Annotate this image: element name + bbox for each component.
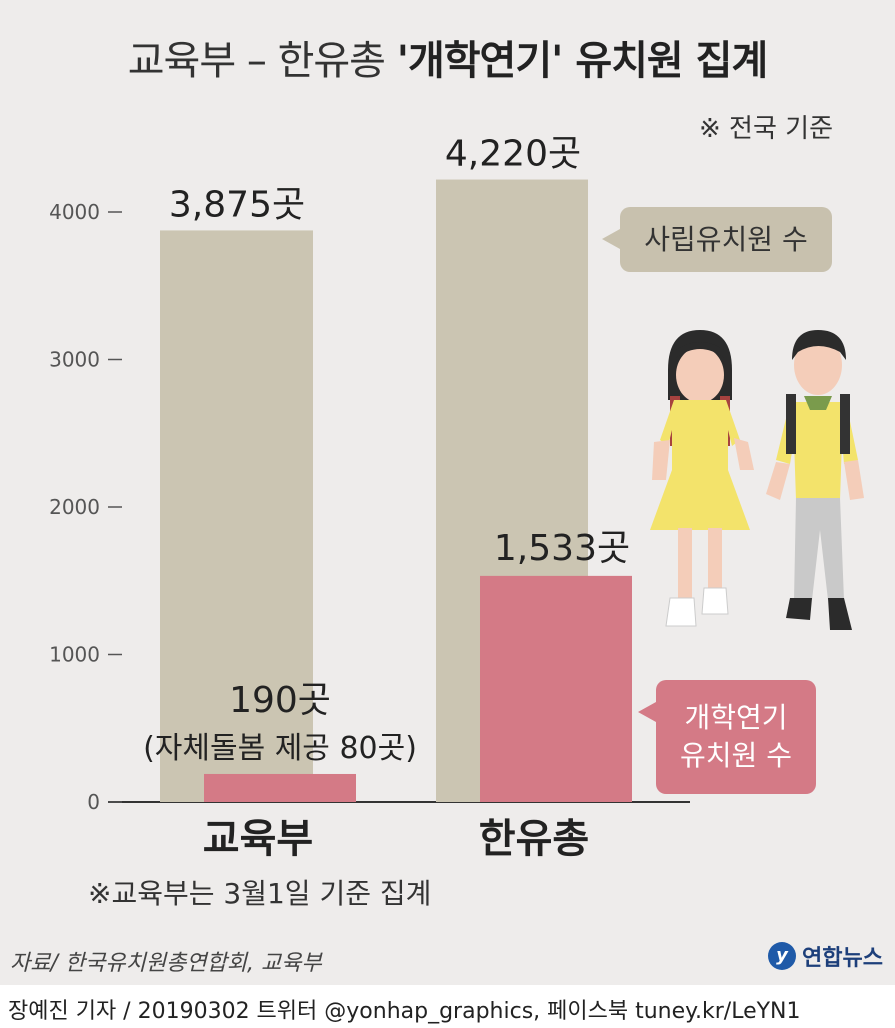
y-tick-label: 4000	[49, 200, 100, 224]
data-label: 4,220곳	[445, 134, 581, 175]
category-label: 교육부	[203, 816, 313, 862]
y-tick-label: 3000	[49, 348, 100, 372]
y-tick-label: 1000	[49, 643, 100, 667]
legend-private-label: 사립유치원 수	[644, 223, 808, 256]
boy-figure	[766, 330, 864, 630]
bar-chart: 0 1000 2000 3000 4000 3,875곳 4,220곳 190곳 1,533곳…	[49, 134, 690, 862]
legend-delay-line2: 유치원 수	[680, 739, 792, 772]
bar-delay	[204, 773, 356, 802]
bar-delay	[480, 575, 632, 802]
data-label: 3,875곳	[169, 184, 305, 225]
logo-mark-icon: y	[768, 942, 797, 970]
data-annotation: (자체돌봄 제공 80곳)	[143, 731, 417, 766]
legend-delay-bubble: 개학연기 유치원 수	[638, 680, 816, 794]
children-illustration	[650, 330, 864, 630]
legend-private-bubble: 사립유치원 수	[602, 207, 832, 272]
y-tick-label: 0	[87, 790, 100, 814]
title-bold: '개학연기' 유치원 집계	[396, 38, 769, 84]
bars	[160, 179, 632, 803]
girl-figure	[650, 330, 754, 627]
title-prefix: 교육부 – 한유총	[127, 38, 386, 84]
category-label: 한유총	[479, 816, 589, 862]
bar-private	[160, 230, 313, 802]
value-labels: 3,875곳 4,220곳 190곳 1,533곳 (자체돌봄 제공 80곳)	[143, 134, 630, 766]
category-labels: 교육부 한유총	[203, 816, 589, 862]
footnote: ※교육부는 3월1일 기준 집계	[88, 877, 432, 910]
y-tick-label: 2000	[49, 495, 100, 519]
credit-line: 장예진 기자 / 20190302 트위터 @yonhap_graphics, …	[8, 999, 801, 1024]
yonhap-logo: y 연합뉴스	[768, 940, 883, 972]
chart-title: 교육부 – 한유총 '개학연기' 유치원 집계	[0, 28, 895, 86]
source-note: 자료/ 한국유치원총연합회, 교육부	[10, 951, 322, 976]
legend-delay-line1: 개학연기	[684, 701, 788, 734]
basis-note: ※ 전국 기준	[699, 114, 833, 144]
data-label: 1,533곳	[494, 528, 630, 569]
data-label: 190곳	[229, 680, 331, 721]
logo-text: 연합뉴스	[802, 946, 883, 971]
